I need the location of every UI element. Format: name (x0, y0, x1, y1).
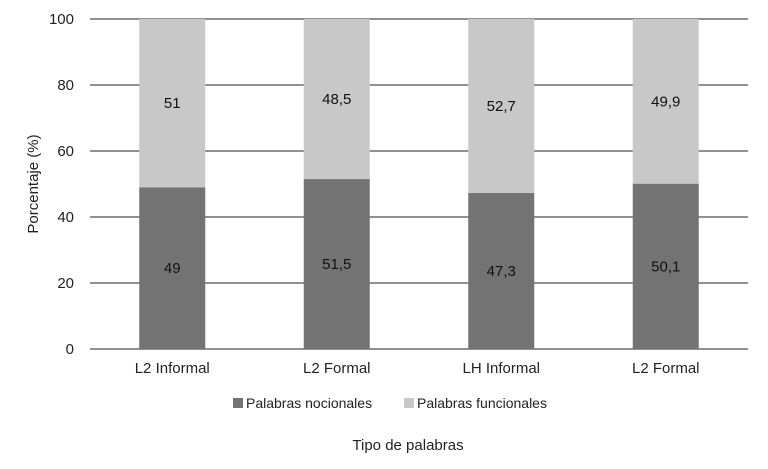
x-tick-labels: L2 Informal L2 Formal LH Informal L2 Formal (135, 360, 700, 377)
bar-segment (468, 192, 535, 349)
data-label: 49,9 (651, 93, 680, 110)
x-axis-title: Tipo de palabras (352, 437, 463, 454)
legend-label: Palabras nocionales (246, 395, 372, 411)
legend-swatch (233, 398, 243, 408)
y-tick-labels: 0 20 40 60 80 100 (49, 11, 74, 358)
bar-segment (303, 19, 370, 180)
y-tick-label: 20 (57, 275, 74, 292)
bar-segment (303, 179, 370, 349)
legend-label: Palabras funcionales (417, 395, 547, 411)
legend: Palabras nocionales Palabras funcionales (233, 395, 547, 411)
data-label: 52,7 (487, 98, 516, 115)
y-tick-label: 80 (57, 77, 74, 94)
data-label: 51,5 (322, 256, 351, 273)
data-label: 51 (164, 95, 181, 112)
x-tick-label: L2 Formal (303, 360, 371, 377)
data-label: 47,3 (487, 263, 516, 280)
y-tick-label: 100 (49, 11, 74, 28)
bar-segment (139, 187, 206, 349)
data-label: 49 (164, 260, 181, 277)
bar-segment (632, 19, 699, 184)
y-tick-label: 60 (57, 143, 74, 160)
x-tick-label: LH Informal (462, 360, 540, 377)
bar-segment (468, 19, 535, 193)
x-tick-label: L2 Informal (135, 360, 210, 377)
data-label: 48,5 (322, 91, 351, 108)
x-tick-label: L2 Formal (632, 360, 700, 377)
y-tick-label: 40 (57, 209, 74, 226)
bar-segment (632, 183, 699, 349)
legend-swatch (404, 398, 414, 408)
y-axis-title: Porcentaje (%) (25, 134, 42, 233)
y-tick-label: 0 (66, 341, 74, 358)
bar-segment (139, 19, 206, 188)
bars: 49 51 51,5 48,5 47,3 52,7 50,1 49,9 (139, 19, 699, 349)
data-label: 50,1 (651, 258, 680, 275)
